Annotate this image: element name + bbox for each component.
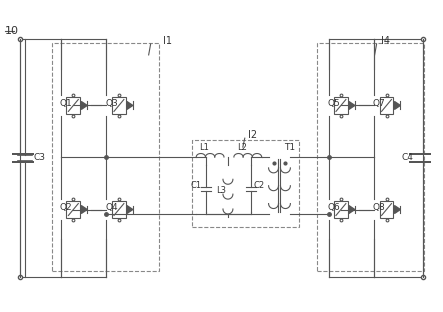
Text: Q1: Q1 (59, 99, 72, 108)
Bar (334, 201, 348, 218)
Polygon shape (349, 101, 355, 110)
Text: Q2: Q2 (59, 203, 72, 212)
Text: C2: C2 (254, 181, 265, 190)
Bar (112, 96, 126, 115)
Text: Q3: Q3 (105, 99, 118, 108)
Bar (380, 201, 393, 218)
Bar (66, 201, 80, 218)
Text: C3: C3 (34, 154, 46, 163)
Text: T1: T1 (284, 143, 295, 152)
Polygon shape (394, 206, 400, 213)
Text: I4: I4 (381, 36, 389, 46)
Polygon shape (394, 101, 400, 110)
Text: Q6: Q6 (327, 203, 340, 212)
Polygon shape (81, 206, 87, 213)
Bar (334, 96, 348, 115)
Text: 10: 10 (5, 26, 19, 36)
Bar (66, 96, 80, 115)
Bar (380, 96, 393, 115)
Polygon shape (349, 206, 355, 213)
Text: L1: L1 (199, 143, 209, 152)
Polygon shape (127, 206, 133, 213)
Text: Q7: Q7 (373, 99, 385, 108)
Text: Q8: Q8 (373, 203, 385, 212)
Text: I2: I2 (248, 130, 257, 140)
Text: I1: I1 (163, 36, 171, 46)
Text: Q5: Q5 (327, 99, 340, 108)
Text: C1: C1 (190, 181, 202, 190)
Polygon shape (127, 101, 133, 110)
Text: C4: C4 (401, 154, 413, 163)
Bar (112, 201, 126, 218)
Text: L2: L2 (237, 143, 247, 152)
Polygon shape (81, 101, 87, 110)
Text: Q4: Q4 (105, 203, 118, 212)
Text: L3: L3 (216, 186, 226, 195)
